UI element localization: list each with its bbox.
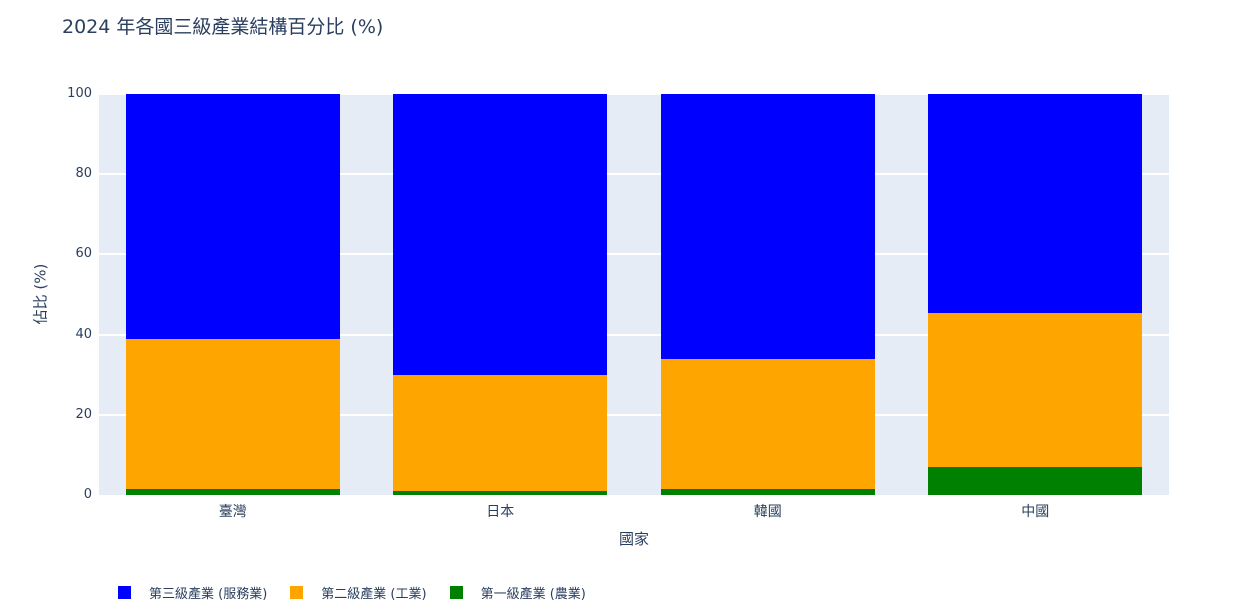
bar-segment[interactable] [928,94,1143,313]
bar-segment[interactable] [393,94,608,375]
bar-group-4 [928,94,1143,495]
x-tick-label: 日本 [486,504,515,520]
gridline [99,333,1169,336]
legend-item[interactable]: 第一級產業 (農業) [449,583,586,602]
bar-segment[interactable] [393,374,608,491]
bar-segment[interactable] [393,490,608,495]
bar-segment[interactable] [125,94,340,339]
legend-label: 第三級產業 (服務業) [149,587,268,602]
legend-swatch-icon [449,586,463,599]
bar-segment[interactable] [928,466,1143,495]
x-axis-title: 國家 [618,530,650,548]
bar-segment[interactable] [928,312,1143,467]
x-tick-label: 中國 [1021,504,1050,520]
bar-segment[interactable] [125,338,340,489]
bar-segment[interactable] [125,488,340,495]
legend: 第三級產業 (服務業) 第二級產業 (工業) 第一級產業 (農業) [118,583,586,602]
y-tick-label: 20 [75,406,92,422]
legend-item[interactable]: 第二級產業 (工業) [290,583,427,602]
bar-segment[interactable] [660,488,875,495]
gridline [99,413,1169,416]
bar-group-1 [125,94,340,495]
legend-label: 第一級產業 (農業) [480,587,586,602]
y-tick-label: 80 [75,166,92,182]
legend-swatch-icon [118,586,131,599]
gridline [99,173,1169,176]
y-axis-title: 佔比 (%) [31,263,50,325]
bar-segment[interactable] [660,94,875,359]
y-tick-label: 60 [75,246,92,262]
x-tick-label: 韓國 [753,504,782,520]
bar-segment[interactable] [660,358,875,489]
legend-item[interactable]: 第三級產業 (服務業) [118,583,267,602]
bar-group-2 [393,94,608,495]
x-tick-label: 臺灣 [218,504,247,520]
bar-group-3 [660,94,875,495]
gridline [99,93,1169,95]
y-tick-label: 0 [83,487,92,502]
chart-title: 2024 年各國三級產業結構百分比 (%) [62,16,384,38]
legend-swatch-icon [290,586,304,599]
gridline [99,253,1169,256]
legend-label: 第二級產業 (工業) [321,587,427,602]
y-tick-label: 40 [75,326,92,342]
plot-area [99,93,1169,495]
y-tick-label: 100 [67,86,92,101]
